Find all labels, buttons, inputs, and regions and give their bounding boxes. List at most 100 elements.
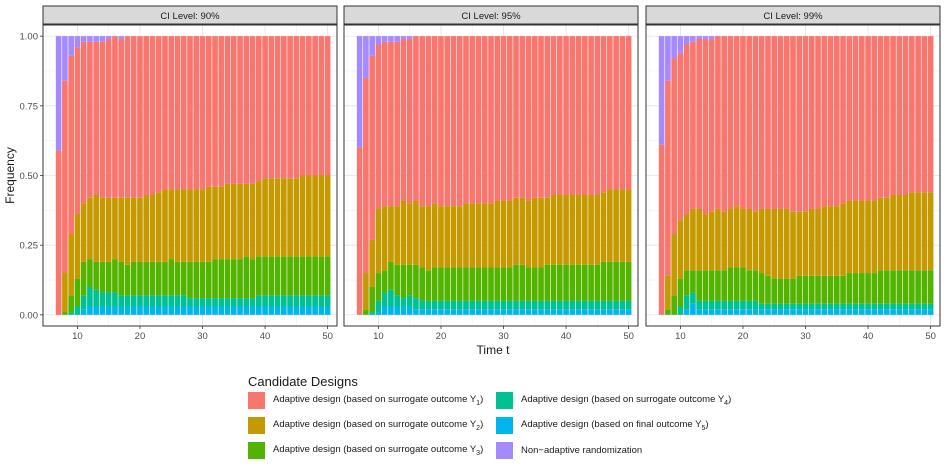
bar-Y4-t23 [758,303,765,310]
x-tick-label: 50 [925,331,936,342]
bar-Y5-t47 [909,309,915,315]
bar-Y2-t25 [469,203,476,268]
bar-Y1-t18 [425,36,432,207]
bar-Y5-t16 [112,306,118,315]
bar-Y2-t31 [205,186,212,262]
bar-Y1-t50 [625,36,632,190]
bar-Y4-t45 [896,303,903,310]
bar-Y1-t47 [306,36,312,176]
bar-Y2-t9 [671,234,677,296]
bar-Y2-t50 [324,175,331,257]
bar-Y4-t42 [877,303,884,310]
bar-Y4-t25 [168,295,175,307]
bar-Y3-t43 [884,270,890,304]
bar-Y1-t27 [481,36,488,204]
bar-Y4-t24 [162,295,168,307]
bar-Y1-t36 [237,36,243,184]
legend-label-text: Adaptive design (based on final outcome … [521,419,702,431]
bar-Y1-t13 [93,41,99,196]
bar-Y5-t38 [249,306,256,315]
bar-Y2-t38 [550,195,557,265]
bar-Y2-t11 [381,206,388,271]
facet-strip [42,5,338,25]
bar-Y3-t35 [531,267,538,301]
bar-Y3-t31 [205,261,212,299]
bar-Y4-t11 [683,295,690,310]
bar-Y4-t15 [708,300,715,310]
bar-Y5-t31 [506,309,513,315]
x-tick-label: 40 [863,331,874,342]
x-tick-label: 30 [498,331,509,342]
bar-Y2-t17 [721,211,728,271]
panel-border [343,24,639,327]
bar-Y2-t30 [500,200,507,268]
bar-Y1-t31 [205,36,212,187]
bar-Y4-t18 [727,300,734,310]
bar-Y2-t35 [531,197,538,268]
bar-Y2-t44 [588,195,594,265]
bar-Y3-t39 [255,256,262,296]
bar-Y4-t48 [613,300,619,310]
bar-NA-t7 [55,36,62,151]
bar-Y4-t33 [218,298,225,307]
bar-Y2-t38 [249,183,256,260]
panel-3: CI Level: 99% 10 20 30 40 50 [645,5,941,342]
bar-Y4-t34 [525,300,532,310]
bar-Y2-t37 [243,183,250,257]
bar-Y4-t17 [721,300,728,310]
bar-Y1-t17 [721,36,728,212]
x-axis-title: Time t [477,343,511,357]
bar-Y2-t18 [727,208,734,268]
bar-Y2-t22 [752,211,759,271]
bar-Y1-t44 [588,36,594,196]
bar-Y2-t49 [619,189,626,262]
bar-Y4-t16 [112,292,118,307]
bar-Y2-t22 [450,206,457,268]
legend-label-text: Adaptive design (based on surrogate outc… [273,394,477,406]
y-tick-label: 0.75 [20,101,39,112]
bar-Y1-t33 [821,36,828,207]
bar-Y3-t40 [865,273,871,304]
bar-Y1-t35 [531,36,538,198]
bar-Y3-t19 [130,261,137,296]
bar-Y2-t28 [187,189,193,262]
bar-Y4-t26 [475,300,482,310]
bar-Y2-t33 [218,186,225,260]
bar-Y2-t47 [909,192,915,271]
bar-Y5-t48 [613,309,619,315]
legend-label-suffix: ) [480,444,484,456]
bar-Y2-t46 [600,192,607,262]
bar-Y5-t36 [237,306,243,315]
bar-Y3-t47 [607,261,613,301]
bar-Y2-t36 [840,203,846,276]
bar-Y5-t28 [187,306,193,315]
bar-Y1-t15 [105,38,112,198]
bar-Y4-t43 [582,300,588,310]
legend-label: Adaptive design (based on surrogate outc… [273,444,483,457]
bar-Y3-t40 [563,264,569,301]
bar-Y4-t44 [588,300,594,310]
bar-Y2-t47 [306,175,312,257]
bar-Y2-t38 [852,200,859,274]
bar-Y2-t28 [790,211,796,279]
bar-Y5-t43 [281,306,287,315]
bar-Y3-t42 [575,264,582,301]
bar-Y3-t46 [902,270,909,304]
y-tick-label: 0.00 [20,310,39,321]
bar-Y2-t21 [143,195,150,262]
bar-Y5-t47 [607,309,613,315]
bar-Y5-t42 [575,309,582,315]
bar-Y5-t10 [375,312,382,315]
bar-Y2-t48 [915,192,921,271]
bar-Y2-t50 [625,189,632,262]
bar-Y3-t35 [230,259,237,299]
bar-Y3-t13 [696,270,702,301]
bar-Y5-t39 [255,306,262,315]
bar-Y3-t49 [619,261,626,301]
bar-Y5-t17 [419,309,426,315]
bar-Y5-t31 [808,309,815,315]
bar-Y1-t14 [400,38,407,201]
bar-Y3-t39 [858,273,865,304]
legend-label-text: Adaptive design (based on surrogate outc… [273,419,477,431]
bar-Y1-t21 [143,36,150,196]
